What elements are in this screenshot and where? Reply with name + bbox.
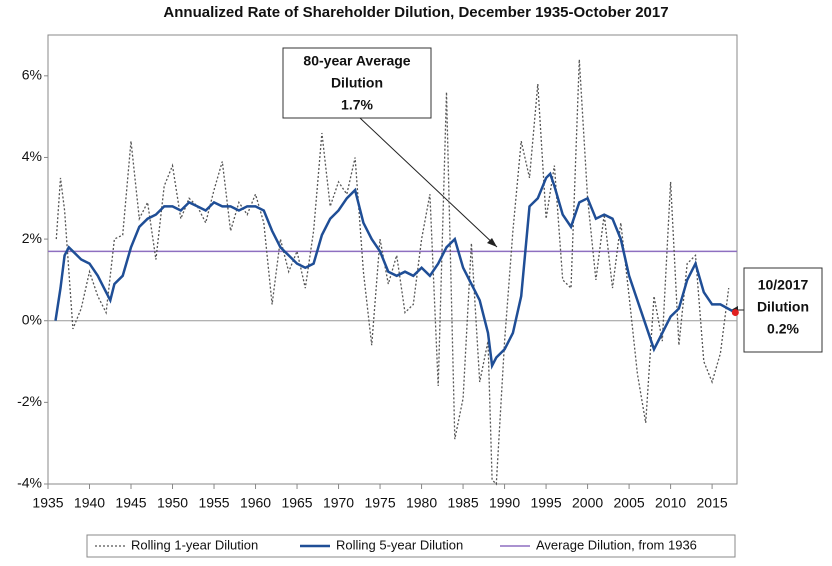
annotation-text: 1.7%	[341, 97, 373, 113]
x-tick-label: 1990	[489, 495, 520, 511]
x-tick-label: 1965	[281, 495, 312, 511]
x-tick-label: 1945	[115, 495, 146, 511]
x-tick-label: 2000	[572, 495, 603, 511]
y-tick-label: 2%	[22, 230, 42, 246]
end-marker	[731, 309, 739, 317]
x-tick-label: 1950	[157, 495, 188, 511]
plot-frame	[47, 34, 738, 485]
x-tick-label: 1940	[74, 495, 105, 511]
annotation-box	[743, 267, 823, 353]
annotation-text: Dilution	[757, 299, 809, 315]
x-tick-label: 1980	[406, 495, 437, 511]
series-line	[55, 59, 730, 486]
y-tick-label: 0%	[22, 311, 42, 327]
annotation-text: Dilution	[331, 75, 383, 91]
x-tick-label: 2005	[614, 495, 645, 511]
legend	[86, 534, 736, 558]
arrow-head	[487, 238, 497, 247]
x-tick-label: 1975	[364, 495, 395, 511]
x-tick-label: 1960	[240, 495, 271, 511]
y-tick-label: -2%	[17, 393, 42, 409]
y-tick-label: 4%	[22, 148, 42, 164]
annotation-box	[282, 47, 432, 119]
chart-title: Annualized Rate of Shareholder Dilution,…	[163, 4, 668, 21]
y-tick-label: -4%	[17, 475, 42, 491]
legend-label: Average Dilution, from 1936	[536, 537, 697, 552]
x-tick-label: 2015	[697, 495, 728, 511]
legend-label: Rolling 5-year Dilution	[336, 537, 463, 552]
x-tick-label: 1995	[530, 495, 561, 511]
legend-label: Rolling 1-year Dilution	[131, 537, 258, 552]
annotation-text: 80-year Average	[303, 53, 410, 69]
x-tick-label: 1955	[198, 495, 229, 511]
x-tick-label: 1970	[323, 495, 354, 511]
annotation-text: 10/2017	[758, 277, 809, 293]
series-line	[54, 171, 736, 370]
x-tick-label: 1935	[32, 495, 63, 511]
x-tick-label: 2010	[655, 495, 686, 511]
annotation-arrow	[359, 117, 498, 248]
y-tick-label: 6%	[22, 67, 42, 83]
annotations	[282, 47, 823, 353]
annotation-text: 0.2%	[767, 321, 799, 337]
x-tick-label: 1985	[447, 495, 478, 511]
